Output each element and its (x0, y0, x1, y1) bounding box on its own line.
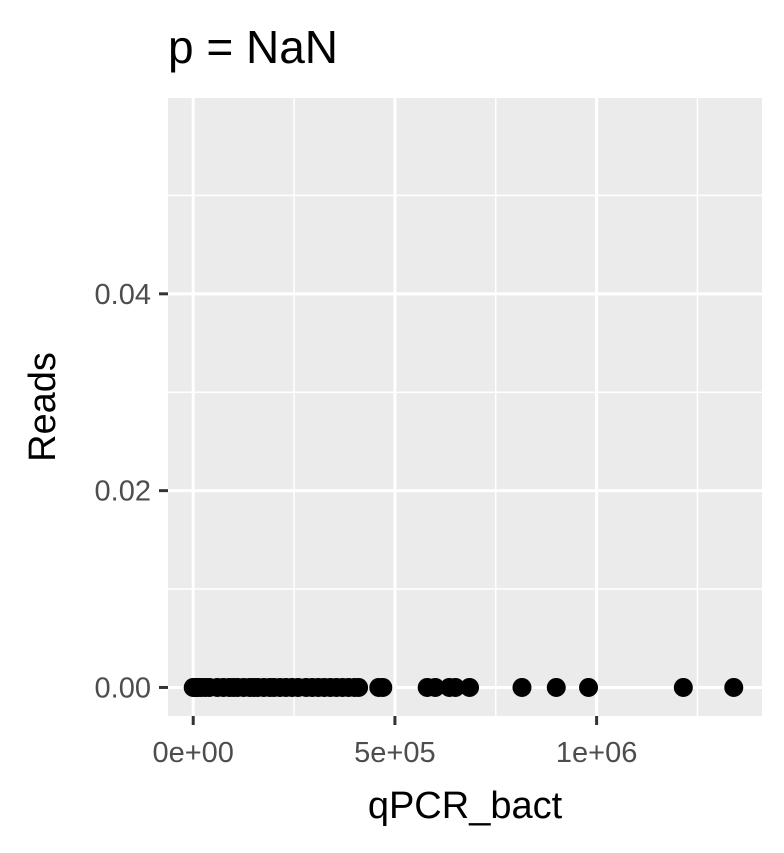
y-tick-label-1: 0.02 (95, 476, 151, 508)
x-tick-label-2: 1e+06 (556, 737, 637, 769)
data-point (349, 677, 369, 697)
axes: 0e+00 5e+05 1e+06 0.00 0.02 0.04 (95, 279, 638, 769)
plot-panel (168, 98, 762, 716)
data-point (425, 677, 445, 697)
data-point (460, 677, 480, 697)
data-point (445, 677, 465, 697)
y-tick-label-0: 0.00 (95, 672, 151, 704)
y-tick-label-2: 0.04 (95, 279, 151, 311)
x-tick-label-0: 0e+00 (152, 737, 233, 769)
y-axis-title: Reads (22, 352, 64, 462)
data-point (673, 677, 693, 697)
x-tick-label-1: 5e+05 (354, 737, 435, 769)
data-point (724, 677, 744, 697)
data-point (546, 677, 566, 697)
data-points (183, 677, 744, 697)
chart-title: p = NaN (168, 21, 338, 73)
data-point (579, 677, 599, 697)
data-point (373, 677, 393, 697)
x-axis-title: qPCR_bact (368, 785, 563, 827)
grid-lines (168, 98, 762, 716)
data-point (512, 677, 532, 697)
